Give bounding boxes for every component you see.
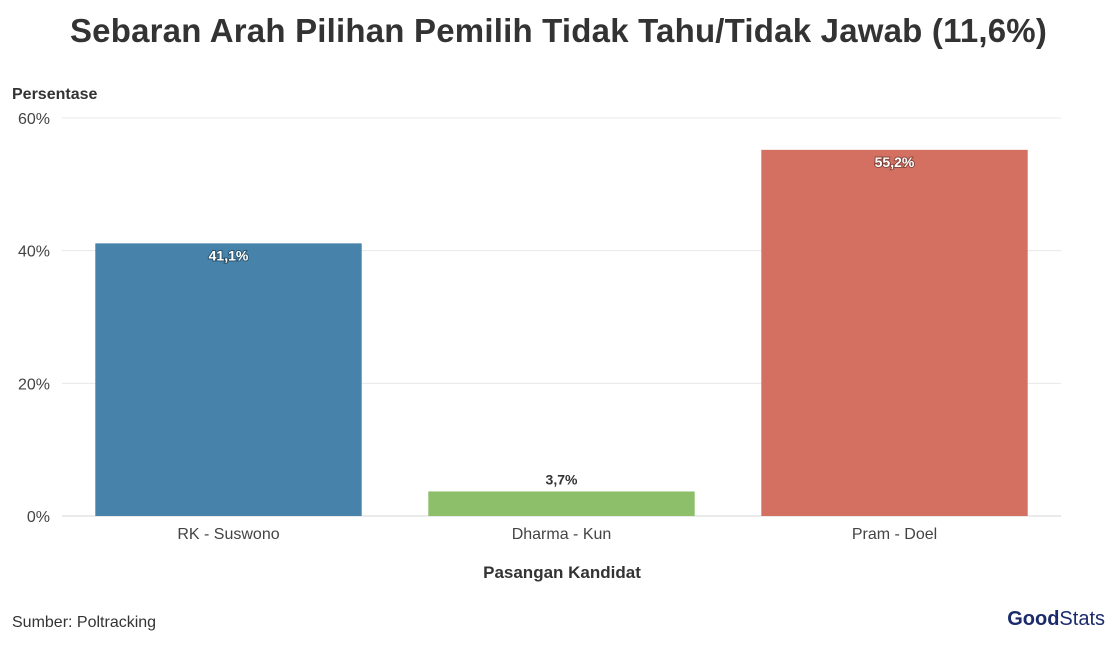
y-axis-label: Persentase — [12, 86, 97, 103]
x-tick-label: RK - Suswono — [177, 526, 279, 543]
x-tick-label: Pram - Doel — [852, 526, 937, 543]
bar — [428, 491, 695, 516]
data-label: 55,2% — [875, 154, 915, 170]
data-label: 41,1% — [209, 247, 249, 263]
x-tick-label: Dharma - Kun — [512, 526, 612, 543]
data-label: 3,7% — [546, 471, 578, 487]
x-axis-ticks: RK - Suswono Dharma - Kun Pram - Doel — [177, 526, 937, 543]
logo-part-stats: Stats — [1059, 608, 1105, 630]
y-tick-label: 0% — [27, 509, 50, 526]
y-tick-label: 20% — [18, 376, 50, 393]
goodstats-logo: Good Stats — [1007, 608, 1105, 631]
bar — [761, 149, 1028, 516]
y-tick-label: 60% — [18, 111, 50, 128]
data-labels: 41,1% 3,7% 55,2% — [208, 153, 916, 488]
logo-part-good: Good — [1007, 608, 1060, 630]
bars — [95, 149, 1028, 516]
x-axis-label: Pasangan Kandidat — [483, 563, 641, 582]
bar — [95, 243, 362, 516]
chart-title: Sebaran Arah Pilihan Pemilih Tidak Tahu/… — [69, 12, 1048, 49]
y-tick-label: 40% — [18, 244, 50, 261]
y-axis-ticks: 0% 20% 40% 60% — [18, 111, 50, 526]
source-note: Sumber: Poltracking — [12, 614, 157, 631]
